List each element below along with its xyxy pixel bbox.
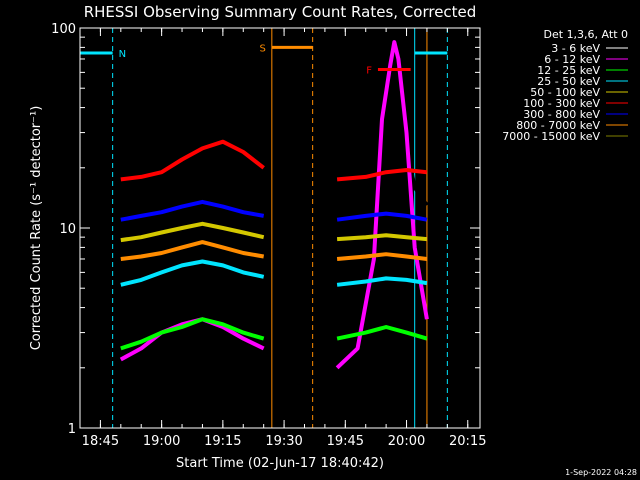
legend-label: 7000 - 15000 keV (502, 130, 600, 143)
legend-label: 300 - 800 keV (523, 108, 600, 121)
series-line (336, 211, 428, 222)
x-tick-label: 20:15 (449, 434, 486, 449)
legend-label: 25 - 50 keV (537, 75, 600, 88)
series-line (120, 240, 265, 261)
legend-title: Det 1,3,6, Att 0 (544, 28, 628, 41)
y-tick-label: 10 (59, 222, 76, 237)
series-line (335, 40, 429, 370)
legend-label: 6 - 12 keV (544, 53, 600, 66)
chart-title: RHESSI Observing Summary Count Rates, Co… (84, 3, 477, 21)
x-tick-label: 19:00 (143, 434, 180, 449)
x-axis: 18:45 19:00 19:15 19:30 19:45 20:00 20:15 (79, 28, 486, 449)
series-line (120, 193, 265, 211)
series-line (120, 221, 265, 243)
saa-interval-label: S (259, 43, 265, 54)
y-axis: 1 10 100 (51, 22, 480, 437)
series-line (120, 139, 265, 182)
x-tick-label: 19:30 (265, 434, 302, 449)
series-line (120, 259, 265, 287)
y-axis-label: Corrected Count Rate (s⁻¹ detector⁻¹) (29, 106, 44, 351)
legend-label: 12 - 25 keV (537, 64, 600, 77)
series-line (120, 317, 265, 351)
series-line (336, 252, 428, 261)
series-line (336, 276, 428, 287)
legend-label: 800 - 7000 keV (516, 119, 600, 132)
x-tick-label: 18:45 (82, 434, 119, 449)
x-tick-label: 20:00 (388, 434, 425, 449)
y-tick-label: 1 (68, 422, 76, 437)
plot-area: N S F (79, 28, 448, 428)
x-tick-label: 19:45 (327, 434, 364, 449)
series-line (120, 199, 265, 222)
x-tick-label: 19:15 (204, 434, 241, 449)
legend-label: 50 - 100 keV (530, 86, 600, 99)
y-tick-label: 100 (51, 22, 76, 37)
flare-interval-label: F (366, 66, 372, 77)
legend-label: 100 - 300 keV (523, 97, 600, 110)
series-line (336, 168, 428, 182)
series-line (336, 325, 428, 341)
timestamp: 1-Sep-2022 04:28 (565, 468, 637, 477)
night-interval-label: N (119, 49, 126, 60)
x-axis-label: Start Time (02-Jun-17 18:40:42) (176, 456, 384, 471)
series-line (336, 233, 428, 242)
legend-label: 3 - 6 keV (551, 42, 600, 55)
